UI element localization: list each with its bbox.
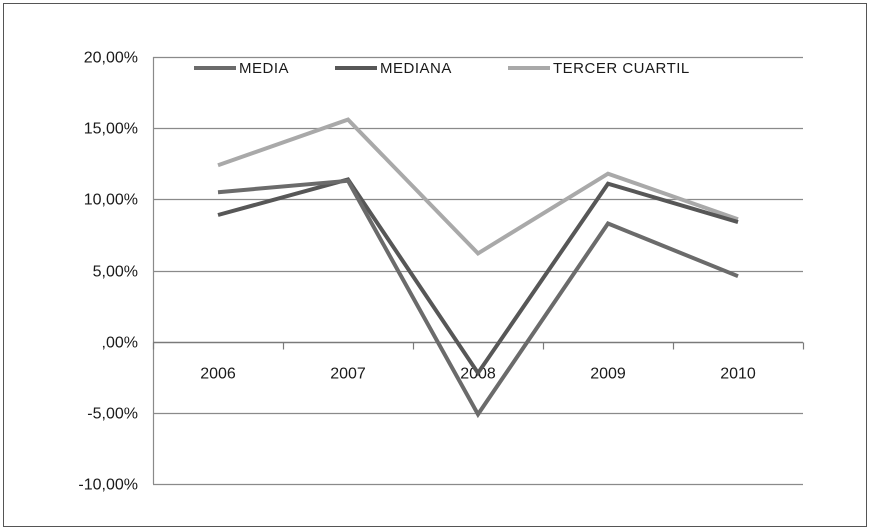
x-tick-label: 2006 — [200, 366, 236, 383]
x-axis — [152, 57, 805, 484]
y-tick-label: 20,00% — [84, 50, 138, 67]
legend: MEDIA MEDIANA TERCER CUARTIL — [194, 60, 690, 77]
x-tick-label: 2010 — [720, 366, 756, 383]
y-tick-label: ,00% — [102, 335, 138, 352]
y-tick-label: -5,00% — [87, 406, 138, 423]
legend-label: MEDIANA — [380, 60, 452, 77]
series-line-tercer-cuartil — [217, 117, 739, 256]
series-line-media — [217, 178, 739, 419]
y-axis-tick-labels: 20,00% 15,00% 10,00% 5,00% ,00% -5,00% -10,00% — [78, 50, 138, 494]
x-tick-label: 2007 — [330, 366, 366, 383]
legend-label: TERCER CUARTIL — [553, 60, 690, 77]
y-tick-label: 10,00% — [84, 192, 138, 209]
chart-frame — [3, 3, 867, 527]
x-tick-label: 2009 — [590, 366, 626, 383]
y-tick-label: 5,00% — [93, 264, 138, 281]
gridlines — [153, 56, 803, 486]
legend-label: MEDIA — [239, 60, 289, 77]
y-tick-label: 15,00% — [84, 121, 138, 138]
y-tick-label: -10,00% — [78, 477, 138, 494]
series-line-mediana — [217, 177, 739, 377]
series-lines — [217, 117, 739, 419]
